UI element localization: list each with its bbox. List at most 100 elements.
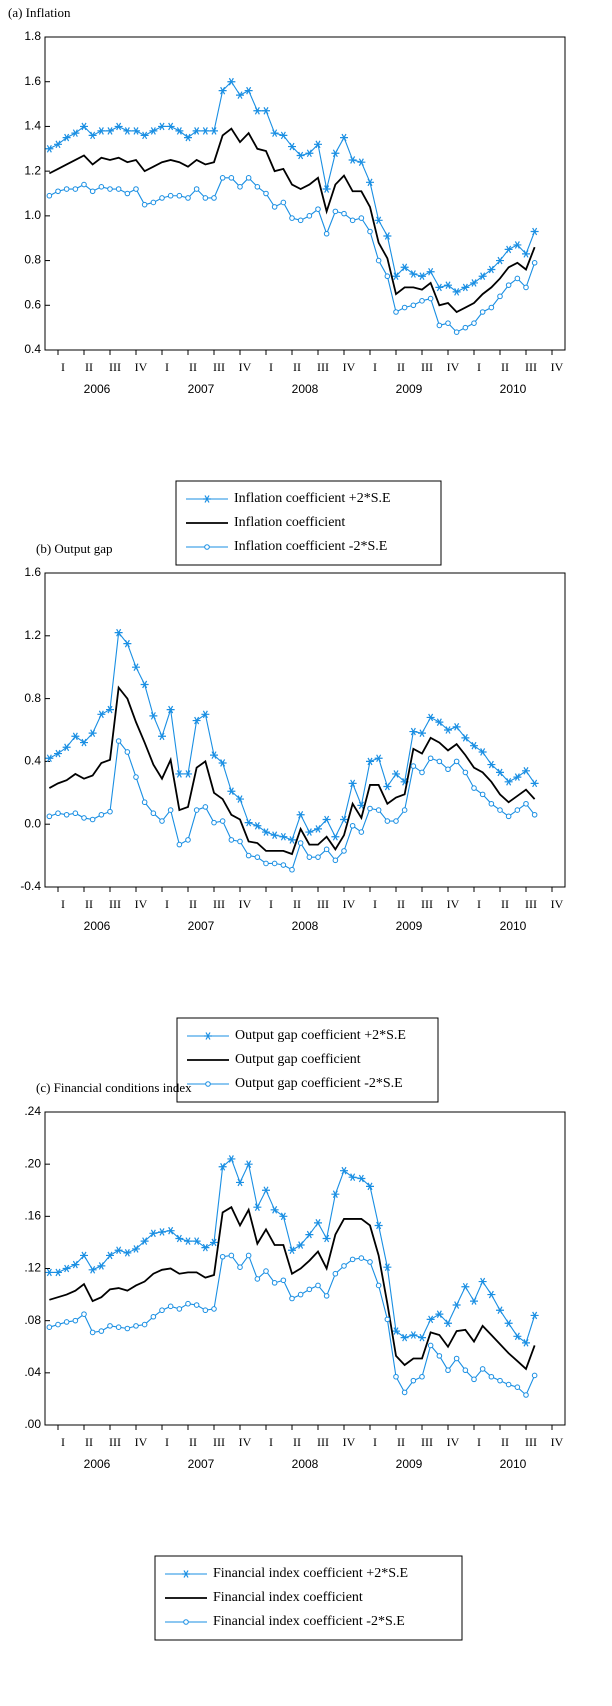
circle-marker bbox=[401, 1389, 408, 1396]
star-marker bbox=[522, 250, 530, 258]
circle-marker bbox=[341, 1263, 347, 1269]
star-marker bbox=[201, 1243, 210, 1252]
star-marker bbox=[461, 1282, 470, 1291]
star-marker bbox=[522, 767, 530, 775]
circle-marker bbox=[63, 1319, 70, 1325]
y-tick-label: 0.4 bbox=[24, 754, 41, 768]
star-marker bbox=[106, 127, 114, 135]
star-marker bbox=[140, 131, 149, 140]
circle-marker bbox=[124, 190, 131, 197]
circle-marker bbox=[141, 1321, 148, 1328]
star-marker bbox=[444, 1319, 452, 1328]
circle-marker bbox=[185, 1300, 191, 1307]
star-marker bbox=[496, 256, 504, 265]
circle-marker bbox=[141, 799, 148, 806]
star-marker bbox=[201, 710, 210, 719]
legend-marker bbox=[204, 544, 210, 550]
circle-marker bbox=[323, 230, 330, 237]
star-marker bbox=[340, 133, 348, 142]
x-tick-label: I bbox=[165, 1435, 169, 1449]
circle-marker bbox=[280, 1277, 287, 1284]
x-tick-label: II bbox=[397, 1435, 405, 1449]
circle-marker bbox=[219, 175, 226, 181]
circle-marker bbox=[89, 816, 96, 823]
circle-marker bbox=[462, 324, 469, 331]
star-marker bbox=[374, 1221, 383, 1230]
year-label: 2006 bbox=[84, 919, 111, 933]
star-marker bbox=[296, 1241, 305, 1249]
star-marker bbox=[452, 1301, 461, 1309]
x-tick-label: II bbox=[293, 1435, 301, 1449]
star-marker bbox=[88, 1266, 97, 1274]
star-marker bbox=[97, 710, 106, 719]
x-tick-label: IV bbox=[135, 1435, 148, 1449]
star-marker bbox=[496, 768, 504, 777]
star-marker bbox=[340, 815, 348, 824]
star-marker bbox=[426, 267, 435, 276]
circle-marker bbox=[124, 1325, 131, 1332]
x-tick-label: III bbox=[317, 360, 329, 374]
y-tick-label: 1.4 bbox=[24, 119, 41, 133]
star-marker bbox=[71, 732, 80, 741]
x-tick-label: I bbox=[373, 897, 377, 911]
circle-marker bbox=[384, 818, 391, 824]
star-marker bbox=[132, 1245, 140, 1253]
star-marker bbox=[262, 106, 270, 115]
circle-marker bbox=[332, 208, 339, 215]
star-marker bbox=[305, 828, 314, 836]
x-tick-label: IV bbox=[135, 897, 148, 911]
circle-marker bbox=[453, 1355, 460, 1362]
legend-marker bbox=[205, 1081, 211, 1087]
circle-marker bbox=[280, 199, 287, 206]
circle-marker bbox=[419, 1373, 425, 1380]
circle-marker bbox=[471, 320, 477, 326]
star-marker bbox=[88, 131, 97, 140]
circle-marker bbox=[167, 807, 174, 813]
circle-marker bbox=[384, 273, 391, 280]
star-marker bbox=[305, 149, 314, 158]
star-marker bbox=[331, 149, 340, 158]
circle-marker bbox=[505, 282, 512, 288]
circle-marker bbox=[81, 815, 87, 821]
circle-marker bbox=[133, 774, 139, 780]
star-marker bbox=[54, 749, 62, 758]
circle-marker bbox=[479, 1366, 486, 1372]
circle-marker bbox=[523, 800, 529, 807]
year-label: 2007 bbox=[188, 1457, 215, 1471]
star-marker bbox=[149, 127, 158, 135]
circle-marker bbox=[514, 275, 521, 282]
star-marker bbox=[62, 743, 71, 752]
circle-marker bbox=[401, 304, 408, 311]
star-marker bbox=[478, 1277, 487, 1286]
x-tick-label: III bbox=[421, 1435, 433, 1449]
star-marker bbox=[331, 1190, 340, 1198]
circle-marker bbox=[531, 260, 538, 266]
star-marker bbox=[270, 129, 279, 137]
circle-marker bbox=[176, 841, 183, 848]
circle-marker bbox=[55, 1321, 61, 1328]
star-marker bbox=[504, 245, 513, 254]
circle-marker bbox=[81, 181, 87, 188]
circle-marker bbox=[245, 1252, 252, 1259]
circle-marker bbox=[98, 1328, 105, 1334]
year-label: 2008 bbox=[292, 382, 319, 396]
star-marker bbox=[149, 1229, 158, 1238]
x-tick-label: II bbox=[397, 897, 405, 911]
circle-marker bbox=[72, 186, 79, 192]
star-marker bbox=[270, 831, 279, 839]
circle-marker bbox=[263, 860, 269, 867]
circle-marker bbox=[115, 186, 122, 192]
x-tick-label: II bbox=[85, 1435, 93, 1449]
star-marker bbox=[452, 723, 461, 731]
x-tick-label: II bbox=[293, 360, 301, 374]
circle-marker bbox=[401, 807, 408, 813]
circle-marker bbox=[497, 1377, 503, 1384]
circle-marker bbox=[384, 1316, 391, 1323]
circle-marker bbox=[237, 183, 243, 190]
star-marker bbox=[400, 1333, 409, 1342]
circle-marker bbox=[202, 195, 209, 201]
circle-marker bbox=[497, 807, 503, 813]
star-marker bbox=[461, 283, 470, 292]
legend-label: Financial index coefficient +2*S.E bbox=[213, 1566, 408, 1581]
